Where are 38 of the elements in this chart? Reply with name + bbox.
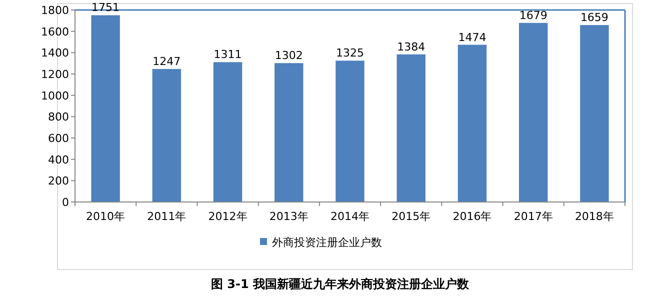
y-tick-label: 1000 — [41, 89, 69, 102]
bar — [396, 54, 426, 202]
data-label: 1659 — [580, 11, 608, 24]
y-tick-label: 1600 — [41, 25, 69, 38]
data-label: 1679 — [519, 8, 548, 22]
data-label: 1247 — [152, 54, 181, 68]
data-label: 1311 — [214, 48, 242, 62]
bar — [518, 22, 548, 202]
x-tick-label: 2012年 — [208, 210, 248, 223]
y-tick-label: 800 — [48, 110, 69, 124]
x-tick-label: 2013年 — [269, 210, 308, 223]
y-tick-label: 400 — [48, 153, 69, 166]
x-tick-label: 2016年 — [452, 210, 492, 223]
y-tick-label: 1800 — [41, 4, 69, 17]
x-tick-label: 2014年 — [330, 210, 370, 223]
text: 图 3-1 我国新疆近九年来外商投资注册企业户数 — [210, 277, 470, 291]
y-tick-label: 600 — [48, 132, 69, 145]
bar — [152, 68, 182, 202]
bar — [580, 25, 609, 202]
x-tick-label: 2018年 — [574, 210, 614, 223]
bar — [336, 60, 364, 202]
y-tick-label: 1400 — [41, 46, 69, 60]
x-tick-label: 2015年 — [392, 210, 431, 223]
bar — [213, 62, 242, 202]
bar — [458, 44, 487, 202]
data-label: 1474 — [458, 30, 486, 44]
y-tick-label: 0 — [62, 196, 69, 209]
y-tick-label: 1200 — [41, 68, 69, 81]
data-label: 1302 — [274, 49, 303, 62]
data-label: 1325 — [336, 46, 364, 60]
bar — [274, 63, 304, 202]
x-tick-label: 2011年 — [147, 210, 186, 223]
legend-label: 外商投资注册企业户数 — [272, 236, 382, 249]
bar — [91, 15, 120, 202]
x-tick-label: 2017年 — [514, 210, 553, 223]
x-tick-label: 2010年 — [86, 210, 126, 223]
data-label: 1384 — [397, 40, 426, 54]
y-tick-label: 200 — [48, 174, 69, 188]
